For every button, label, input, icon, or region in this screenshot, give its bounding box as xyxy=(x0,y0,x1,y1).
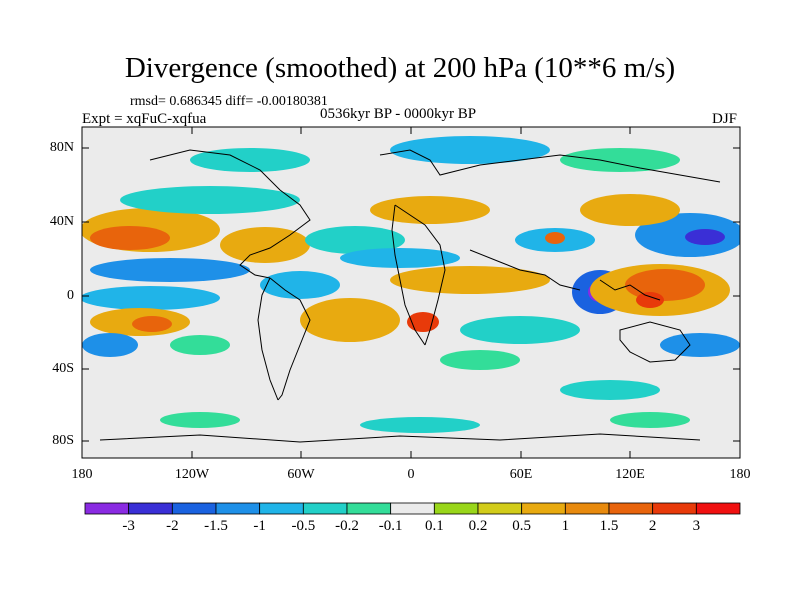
colorbar-label: -1.5 xyxy=(204,518,228,534)
colorbar-swatch xyxy=(390,502,435,515)
colorbar-swatch xyxy=(84,502,130,515)
lon-label-180w: 180 xyxy=(71,467,93,482)
colorbar-swatch xyxy=(521,502,566,515)
lat-label-40n: 40N xyxy=(49,214,74,229)
experiment-label: Expt = xqFuC-xqfua xyxy=(82,111,207,127)
colorbar-label: -0.5 xyxy=(291,518,316,534)
colorbar-swatch xyxy=(564,502,610,515)
divergence-field xyxy=(82,136,740,433)
colorbar-swatch xyxy=(608,502,654,515)
colorbar-label: 2 xyxy=(648,518,657,534)
colorbar-label: -0.2 xyxy=(335,518,359,534)
colorbar-label: -2 xyxy=(166,518,179,534)
colorbar-swatch xyxy=(695,502,741,515)
colorbar-label: 0.2 xyxy=(468,518,488,534)
colorbar-swatch xyxy=(128,502,173,515)
colorbar-swatch xyxy=(259,502,304,515)
colorbar-swatch xyxy=(477,502,523,515)
colorbar-label: -0.1 xyxy=(378,518,403,534)
lat-label-80n: 80N xyxy=(49,140,74,155)
lon-label-180e: 180 xyxy=(729,467,751,482)
lon-label-0: 0 xyxy=(407,467,415,482)
colorbar-swatch xyxy=(433,502,479,515)
colorbar xyxy=(84,502,741,515)
colorbar-swatch xyxy=(652,502,697,515)
colorbar-swatch xyxy=(346,502,392,515)
coastlines xyxy=(99,149,721,443)
colorbar-label: 0.1 xyxy=(424,518,444,534)
lon-label-120e: 120E xyxy=(615,467,645,482)
colorbar-swatch xyxy=(215,502,261,515)
lat-label-40s: 40S xyxy=(52,361,74,376)
season-label: DJF xyxy=(712,111,738,127)
axis-ticks xyxy=(82,127,740,458)
lat-label-0: 0 xyxy=(67,288,74,303)
period-label: 0536kyr BP - 0000kyr BP xyxy=(320,106,477,122)
rmsd-diff-stats: rmsd= 0.686345 diff= -0.00180381 xyxy=(130,94,328,109)
colorbar-label: 0.5 xyxy=(512,518,532,534)
colorbar-label: -3 xyxy=(122,518,135,534)
lon-label-60e: 60E xyxy=(509,467,533,482)
colorbar-label: 3 xyxy=(692,518,701,534)
colorbar-label: 1.5 xyxy=(599,518,619,534)
lon-label-60w: 60W xyxy=(287,467,315,482)
lat-label-80s: 80S xyxy=(52,433,74,448)
colorbar-label: 1 xyxy=(561,518,570,534)
colorbar-swatch xyxy=(171,502,217,515)
colorbar-label: -1 xyxy=(253,518,266,534)
map-title: Divergence (smoothed) at 200 hPa (10**6 … xyxy=(124,52,676,84)
colorbar-swatch xyxy=(302,502,348,515)
lon-label-120w: 120W xyxy=(174,467,210,482)
